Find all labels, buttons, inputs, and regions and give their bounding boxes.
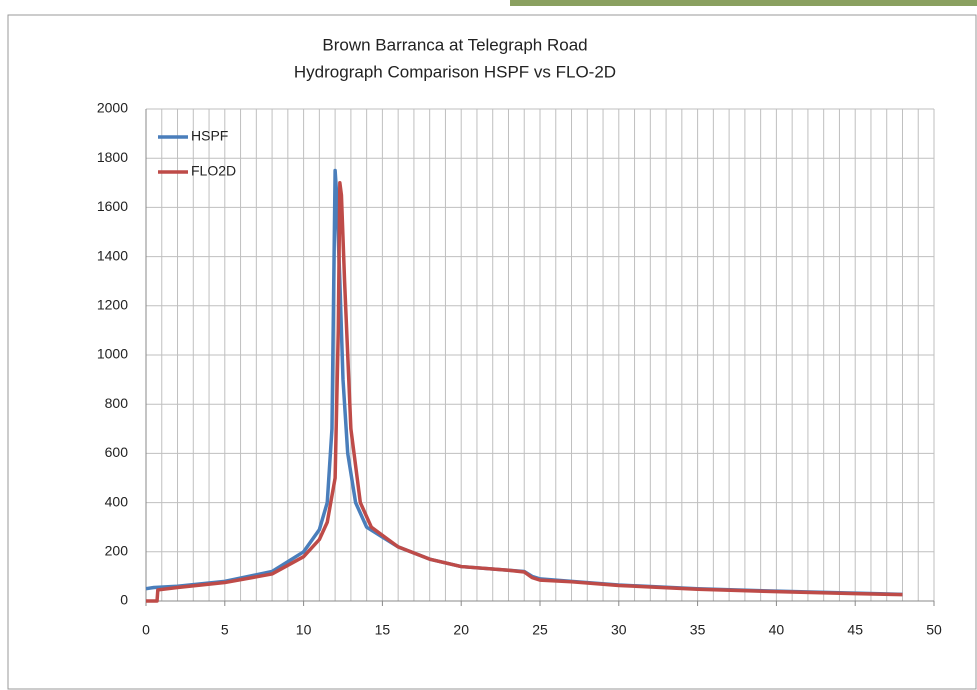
legend-label: HSPF (191, 128, 228, 144)
x-tick-label: 35 (690, 622, 706, 638)
x-tick-label: 5 (221, 622, 229, 638)
y-tick-label: 1000 (97, 346, 128, 362)
y-tick-label: 1200 (97, 297, 128, 313)
legend-label: FLO2D (191, 163, 236, 179)
y-tick-label: 2000 (97, 100, 128, 116)
x-tick-label: 20 (453, 622, 469, 638)
y-tick-label: 600 (105, 444, 129, 460)
y-tick-label: 800 (105, 395, 129, 411)
x-tick-label: 50 (926, 622, 942, 638)
y-tick-label: 1600 (97, 198, 128, 214)
x-tick-label: 40 (769, 622, 785, 638)
x-tick-label: 25 (532, 622, 548, 638)
y-tick-label: 200 (105, 543, 129, 559)
y-tick-label: 0 (120, 592, 128, 608)
y-tick-label: 1400 (97, 247, 128, 263)
y-tick-label: 1800 (97, 149, 128, 165)
x-tick-label: 10 (296, 622, 312, 638)
x-tick-label: 0 (142, 622, 150, 638)
chart-frame (7, 14, 977, 690)
series-line (146, 181, 903, 603)
chart-title: Brown Barranca at Telegraph Road (322, 35, 587, 54)
x-tick-label: 15 (375, 622, 391, 638)
x-tick-label: 45 (847, 622, 863, 638)
y-tick-label: 400 (105, 493, 129, 509)
x-tick-label: 30 (611, 622, 627, 638)
chart-subtitle: Hydrograph Comparison HSPF vs FLO-2D (294, 62, 616, 81)
background-image-strip (510, 0, 977, 6)
